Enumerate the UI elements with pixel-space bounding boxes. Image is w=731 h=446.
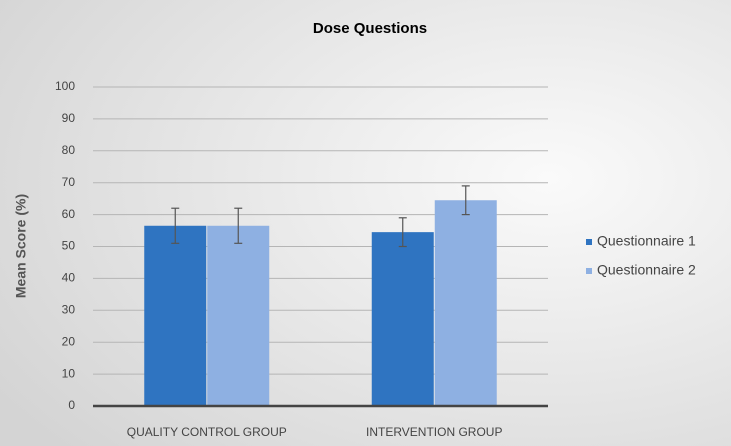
y-tick-label: 70 xyxy=(62,175,76,189)
y-tick-label: 30 xyxy=(62,302,76,316)
chart-title: Dose Questions xyxy=(313,20,427,37)
legend-swatch xyxy=(586,239,592,245)
bar xyxy=(207,225,270,406)
y-tick-label: 100 xyxy=(55,79,75,93)
y-tick-label: 0 xyxy=(68,398,75,412)
y-tick-label: 20 xyxy=(62,334,76,348)
bar xyxy=(144,225,207,406)
bar xyxy=(434,200,497,406)
legend-label: Questionnaire 2 xyxy=(597,262,696,278)
y-tick-label: 90 xyxy=(62,111,76,125)
y-tick-label: 80 xyxy=(62,143,76,157)
y-axis-label: Mean Score (%) xyxy=(13,194,29,298)
legend-swatch xyxy=(586,268,592,274)
y-tick-label: 10 xyxy=(62,366,76,380)
legend-label: Questionnaire 1 xyxy=(597,233,696,249)
y-tick-label: 40 xyxy=(62,271,76,285)
x-tick-label: QUALITY CONTROL GROUP xyxy=(127,425,287,439)
bar xyxy=(371,232,434,406)
y-tick-label: 60 xyxy=(62,207,76,221)
y-tick-label: 50 xyxy=(62,239,76,253)
x-tick-label: INTERVENTION GROUP xyxy=(366,425,502,439)
